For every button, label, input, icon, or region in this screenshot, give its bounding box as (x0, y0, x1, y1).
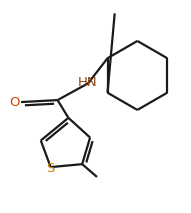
Text: HN: HN (77, 76, 97, 89)
Text: O: O (9, 96, 19, 109)
Text: S: S (46, 162, 55, 175)
